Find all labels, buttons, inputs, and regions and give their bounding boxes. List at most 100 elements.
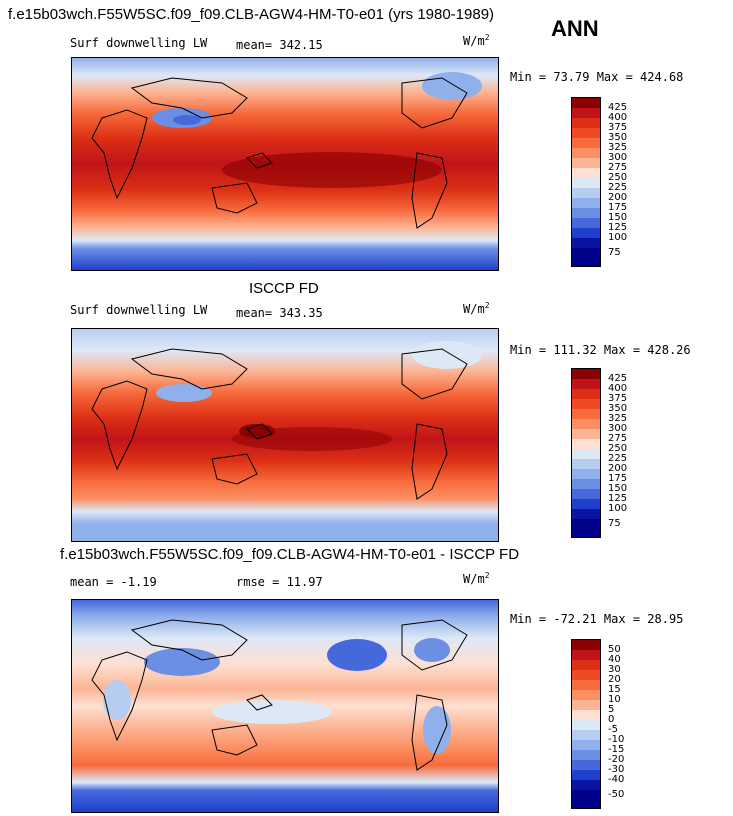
panel1-map (71, 57, 499, 271)
panel1-tick-label: 400 (608, 112, 628, 123)
panel2-swatch-10 (572, 469, 600, 479)
panel1-swatch-14 (572, 238, 600, 248)
panel2-swatch-7 (572, 439, 600, 449)
panel2-map-field (72, 329, 498, 541)
panel1-tick-label: 325 (608, 142, 628, 153)
panel1-swatch-11 (572, 208, 600, 218)
panel3-swatch-3 (572, 670, 600, 680)
season-label: ANN (551, 16, 599, 41)
panel3-tick-label: -10 (608, 734, 625, 745)
panel3-swatch-9 (572, 730, 600, 740)
panel2-tick-label: 375 (608, 393, 628, 404)
panel2-tick-label: 425 (608, 373, 628, 384)
panel1-mean: mean= 342.15 (236, 38, 323, 52)
panel2-minmax: Min = 111.32 Max = 428.26 (510, 343, 691, 357)
panel2-swatch-11 (572, 479, 600, 489)
panel1-tick-label: 125 (608, 222, 628, 233)
panel2-swatch-8 (572, 449, 600, 459)
panel3-units: W/m2 (463, 571, 490, 586)
panel1-swatch-13 (572, 228, 600, 238)
panel2-tick-label: 350 (608, 403, 628, 414)
panel3-swatch-13 (572, 770, 600, 780)
panel2-tick-label: 150 (608, 483, 628, 494)
panel2-tick-label: 225 (608, 453, 628, 464)
panel3-tick-label: 20 (608, 674, 621, 685)
panel3-map-field (72, 600, 498, 812)
panel1-swatch-8 (572, 178, 600, 188)
panel1-swatch-4 (572, 138, 600, 148)
panel1-tick-label: 375 (608, 122, 628, 133)
panel3-swatch-15 (572, 790, 600, 808)
panel3-rmse: rmse = 11.97 (236, 575, 323, 589)
panel3-tick-label: 50 (608, 644, 621, 655)
panel2-tick-label: 400 (608, 383, 628, 394)
panel1-units: W/m2 (463, 33, 490, 48)
panel2-tick-label: 250 (608, 443, 628, 454)
panel3-tick-label: 15 (608, 684, 621, 695)
panel3-swatch-0 (572, 640, 600, 650)
panel2-swatch-13 (572, 499, 600, 509)
panel2-tick-label: 100 (608, 503, 628, 514)
panel2-title: ISCCP FD (249, 280, 319, 297)
panel3-swatch-6 (572, 700, 600, 710)
panel3-swatch-11 (572, 750, 600, 760)
panel1-swatch-15 (572, 248, 600, 266)
panel3-swatch-7 (572, 710, 600, 720)
panel2-tick-label: 200 (608, 463, 628, 474)
panel2-swatch-3 (572, 399, 600, 409)
panel3-mean: mean = -1.19 (70, 575, 157, 589)
panel1-swatch-3 (572, 128, 600, 138)
panel1-tick-label: 250 (608, 172, 628, 183)
panel1-tick-label: 150 (608, 212, 628, 223)
panel1-swatch-12 (572, 218, 600, 228)
panel1-swatch-6 (572, 158, 600, 168)
panel2-tick-label: 125 (608, 493, 628, 504)
panel1-swatch-1 (572, 108, 600, 118)
panel2-tick-label: 275 (608, 433, 628, 444)
panel3-swatch-10 (572, 740, 600, 750)
panel3-tick-label: 10 (608, 694, 621, 705)
panel3-tick-label: 0 (608, 714, 615, 725)
panel1-swatch-0 (572, 98, 600, 108)
panel3-tick-label: -5 (608, 724, 618, 735)
panel1-tick-label: 225 (608, 182, 628, 193)
panel3-swatch-4 (572, 680, 600, 690)
panel1-tick-label: 350 (608, 132, 628, 143)
panel2-mean: mean= 343.35 (236, 306, 323, 320)
panel2-tick-label: 75 (608, 518, 621, 529)
panel3-swatch-8 (572, 720, 600, 730)
panel2-tick-label: 325 (608, 413, 628, 424)
panel2-swatch-2 (572, 389, 600, 399)
page-title: f.e15b03wch.F55W5SC.f09_f09.CLB-AGW4-HM-… (8, 6, 495, 23)
panel3-tick-label: 5 (608, 704, 615, 715)
panel1-variable: Surf downwelling LW (70, 36, 208, 50)
panel3-tick-label: -40 (608, 774, 625, 785)
panel1-swatch-9 (572, 188, 600, 198)
panel3-tick-label: 40 (608, 654, 621, 665)
panel2-map (71, 328, 499, 542)
panel1-tick-label: 175 (608, 202, 628, 213)
panel2-swatch-12 (572, 489, 600, 499)
panel1-tick-label: 425 (608, 102, 628, 113)
panel3-map (71, 599, 499, 813)
panel3-swatch-2 (572, 660, 600, 670)
panel1-swatch-2 (572, 118, 600, 128)
panel1-swatch-5 (572, 148, 600, 158)
panel1-tick-label: 275 (608, 162, 628, 173)
panel3-tick-label: -50 (608, 789, 625, 800)
panel3-tick-label: 30 (608, 664, 621, 675)
panel3-minmax: Min = -72.21 Max = 28.95 (510, 612, 684, 626)
panel3-swatch-1 (572, 650, 600, 660)
panel2-variable: Surf downwelling LW (70, 303, 208, 317)
panel3-colorbar: 50 40 30 20 15 10 5 0 -5 -10 -15 -20 -30… (571, 639, 624, 809)
panel2-swatch-0 (572, 369, 600, 379)
panel2-swatch-5 (572, 419, 600, 429)
panel3-swatch-14 (572, 780, 600, 790)
panel2-swatch-4 (572, 409, 600, 419)
panel2-swatch-6 (572, 429, 600, 439)
panel3-tick-label: -15 (608, 744, 625, 755)
panel3-tick-label: -30 (608, 764, 625, 775)
panel2-swatch-9 (572, 459, 600, 469)
panel1-tick-label: 100 (608, 232, 628, 243)
panel1-map-field (72, 58, 498, 270)
